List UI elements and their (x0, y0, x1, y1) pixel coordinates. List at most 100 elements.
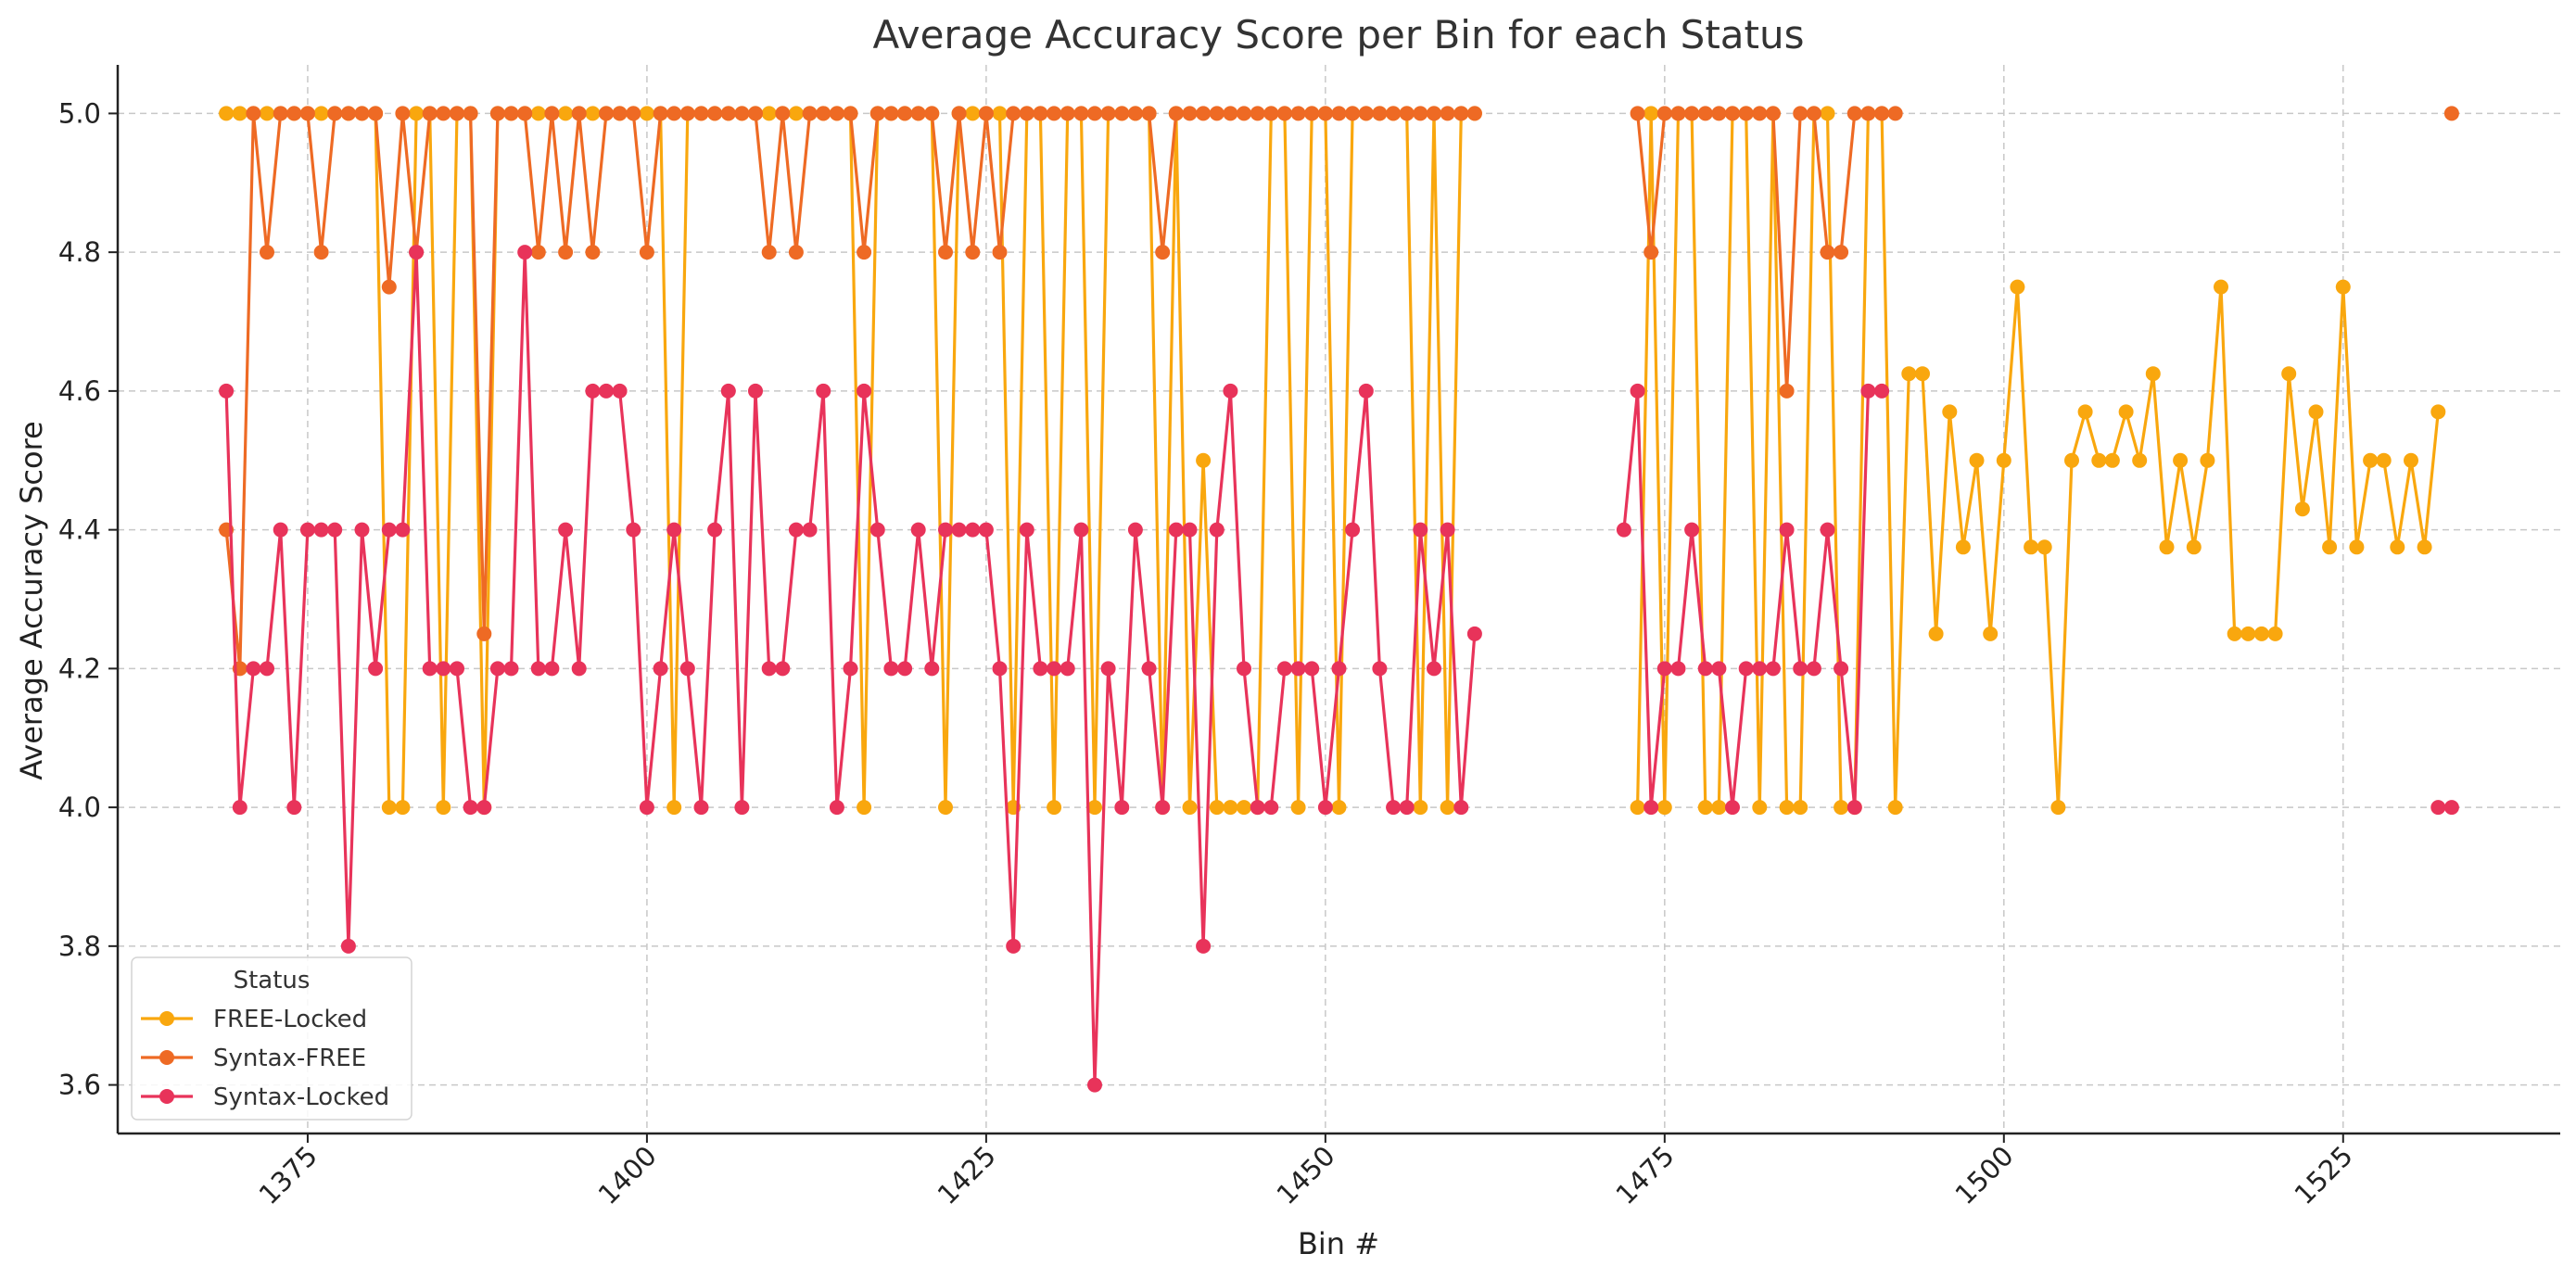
data-point (720, 383, 736, 399)
data-point (354, 106, 370, 121)
series-syntax-free (219, 106, 2459, 677)
data-point (1860, 383, 1876, 399)
data-point (1317, 106, 1333, 121)
data-point (1630, 106, 1645, 121)
data-point (1793, 661, 1808, 677)
data-point (1209, 106, 1225, 121)
data-point (381, 800, 397, 816)
data-point (802, 522, 818, 538)
legend-label: FREE-Locked (213, 1006, 367, 1033)
data-point (843, 106, 858, 121)
data-point (748, 106, 763, 121)
data-point (1372, 106, 1388, 121)
data-point (1643, 106, 1659, 121)
data-point (463, 106, 478, 121)
data-point (1345, 106, 1361, 121)
data-point (951, 106, 967, 121)
data-point (1928, 626, 1944, 641)
data-point (340, 106, 356, 121)
data-point (1276, 106, 1292, 121)
data-point (1427, 661, 1441, 677)
data-point (1168, 522, 1184, 538)
data-point (395, 800, 411, 816)
data-point (910, 522, 926, 538)
data-point (1955, 539, 1971, 555)
data-point (422, 661, 438, 677)
data-point (530, 661, 546, 677)
data-point (1779, 383, 1795, 399)
y-tick-label: 4.0 (58, 791, 101, 823)
data-point (1806, 106, 1821, 121)
data-point (1630, 383, 1645, 399)
data-point (1453, 106, 1469, 121)
data-point (1399, 800, 1415, 816)
data-point (734, 106, 750, 121)
data-point (409, 106, 425, 121)
data-point (2010, 279, 2025, 295)
data-point (1466, 106, 1482, 121)
data-point (2118, 404, 2134, 420)
data-point (354, 522, 370, 538)
data-point (246, 661, 261, 677)
data-point (1820, 245, 1835, 260)
data-point (1820, 106, 1835, 121)
data-point (2240, 626, 2256, 641)
data-point (1047, 106, 1062, 121)
data-point (1087, 1077, 1102, 1093)
axes (116, 65, 2560, 1135)
data-point (260, 661, 274, 677)
data-point (1969, 452, 1985, 468)
data-point (2430, 404, 2446, 420)
data-point (463, 800, 478, 816)
series-syntax-locked (219, 245, 2459, 1093)
data-point (1237, 800, 1251, 816)
data-point (1250, 800, 1265, 816)
data-point (1141, 661, 1157, 677)
data-point (2227, 626, 2242, 641)
data-point (2390, 539, 2405, 555)
y-tick-label: 4.8 (58, 236, 101, 268)
data-point (938, 522, 953, 538)
data-point (381, 279, 397, 295)
legend-label: Syntax-FREE (213, 1045, 366, 1072)
data-point (653, 661, 668, 677)
data-point (2064, 452, 2079, 468)
data-point (1358, 106, 1374, 121)
data-point (1237, 106, 1251, 121)
data-point (1670, 661, 1686, 677)
data-point (1793, 106, 1808, 121)
data-point (1372, 661, 1388, 677)
data-point (340, 938, 356, 954)
data-point (1331, 661, 1347, 677)
data-point (327, 522, 343, 538)
data-point (1630, 800, 1645, 816)
data-point (1237, 661, 1251, 677)
data-point (1846, 106, 1862, 121)
data-point (381, 522, 397, 538)
data-point (530, 245, 546, 260)
data-point (1725, 800, 1740, 816)
data-point (693, 106, 709, 121)
data-point (571, 661, 587, 677)
data-point (761, 106, 777, 121)
data-point (2404, 452, 2418, 468)
data-point (788, 106, 804, 121)
data-point (1711, 106, 1727, 121)
data-point (2037, 539, 2052, 555)
data-point (2443, 106, 2459, 121)
legend-swatch-marker (159, 1050, 174, 1065)
data-point (1915, 366, 1930, 382)
data-point (2214, 279, 2228, 295)
data-point (1738, 661, 1754, 677)
data-point (219, 106, 235, 121)
data-point (1304, 661, 1320, 677)
data-point (1684, 106, 1700, 121)
data-point (273, 522, 288, 538)
data-point (1820, 522, 1835, 538)
legend-box (131, 956, 412, 1121)
data-point (992, 106, 1008, 121)
data-point (965, 106, 981, 121)
data-point (1196, 106, 1212, 121)
data-point (1168, 106, 1184, 121)
data-point (1386, 106, 1402, 121)
